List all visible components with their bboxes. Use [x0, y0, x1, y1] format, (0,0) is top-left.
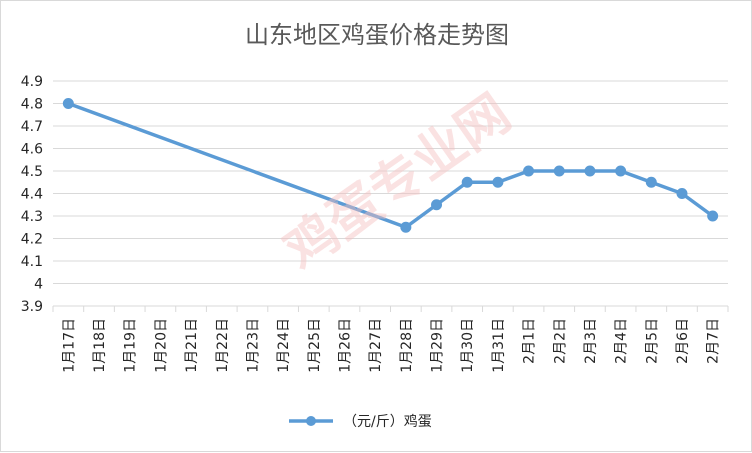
- legend-label: （元/斤）鸡蛋: [343, 413, 432, 430]
- x-tick-label: 1月21日: [184, 318, 200, 373]
- y-tick-label: 4.6: [21, 142, 43, 158]
- data-point: [615, 165, 627, 177]
- y-tick-label: 4.5: [21, 164, 43, 180]
- x-tick-label: 2月6日: [675, 318, 691, 364]
- y-tick-label: 4.1: [21, 254, 43, 270]
- x-tick-label: 2月1日: [522, 318, 538, 364]
- x-tick-label: 1月20日: [153, 318, 169, 373]
- y-tick-label: 4.2: [21, 232, 43, 248]
- x-tick-label: 1月28日: [399, 318, 415, 373]
- x-tick-label: 1月26日: [337, 318, 353, 373]
- y-tick-label: 4.8: [21, 97, 43, 113]
- data-point: [676, 188, 688, 199]
- x-tick-label: 1月27日: [368, 318, 384, 373]
- y-tick-label: 4.4: [21, 187, 43, 203]
- x-axis: 1月17日 1月18日 1月19日 1月20日 1月21日 1月22日 1月23日 1月24日…: [52, 306, 729, 373]
- x-tick-label: 1月18日: [92, 318, 108, 373]
- x-tick-label: 1月30日: [460, 318, 476, 373]
- x-tick-label: 1月23日: [245, 318, 261, 373]
- y-tick-label: 4: [34, 277, 43, 293]
- data-point: [645, 176, 657, 188]
- y-tick-label: 4.9: [21, 74, 43, 90]
- x-tick-label: 1月31日: [491, 318, 507, 373]
- x-tick-label: 1月17日: [61, 318, 77, 373]
- data-point: [62, 98, 74, 109]
- x-tick-label: 1月22日: [215, 318, 231, 373]
- y-tick-label: 4.3: [21, 209, 43, 225]
- legend: （元/斤）鸡蛋: [289, 413, 432, 430]
- x-tick-label: 2月7日: [706, 318, 722, 364]
- x-tick-label: 1月19日: [123, 318, 139, 373]
- x-tick-label: 1月24日: [276, 318, 292, 373]
- legend-marker: [306, 416, 316, 426]
- x-tick-label: 1月25日: [307, 318, 323, 373]
- x-tick-label: 2月5日: [644, 318, 660, 364]
- x-tick-label: 1月29日: [430, 318, 446, 373]
- x-tick-label: 2月2日: [552, 318, 568, 364]
- series-layer: [62, 98, 719, 233]
- y-tick-label: 3.9: [21, 299, 43, 315]
- x-tick-label: 2月3日: [583, 318, 599, 364]
- grid: [53, 80, 728, 307]
- y-axis: 3.9 4 4.1 4.2 4.3 4.4 4.5 4.6 4.7 4.8 4.9: [21, 74, 43, 315]
- data-point: [707, 210, 719, 222]
- x-tick-label: 2月4日: [614, 318, 630, 364]
- chart-title: 山东地区鸡蛋价格走势图: [245, 21, 509, 49]
- data-point: [400, 221, 412, 233]
- data-point: [492, 176, 504, 188]
- y-tick-label: 4.7: [21, 119, 43, 135]
- data-point: [431, 199, 443, 211]
- data-point: [461, 176, 473, 188]
- data-point: [523, 165, 535, 177]
- data-point: [553, 165, 565, 177]
- data-point: [584, 165, 596, 177]
